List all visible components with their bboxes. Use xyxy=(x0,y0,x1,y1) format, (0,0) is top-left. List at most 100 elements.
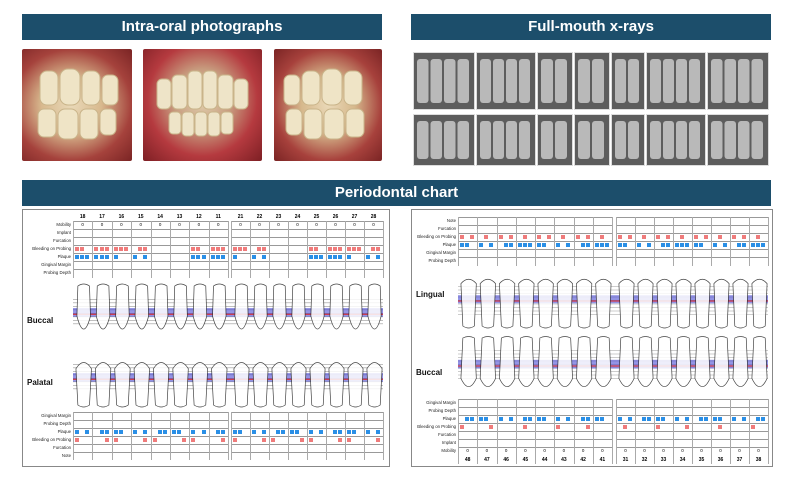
chart-marker xyxy=(661,243,665,247)
grid-col xyxy=(592,399,594,464)
grid-col xyxy=(345,412,346,460)
chart-marker xyxy=(75,247,79,251)
chart-marker xyxy=(220,247,225,251)
mobility-value: 0 xyxy=(524,448,527,453)
chart-marker xyxy=(300,438,304,442)
grid-col xyxy=(616,399,617,464)
chart-marker xyxy=(647,417,651,421)
chart-marker xyxy=(685,417,689,421)
grid-col xyxy=(364,412,365,460)
chart-marker xyxy=(522,425,527,429)
chart-marker xyxy=(233,430,237,434)
mobility-value: 0 xyxy=(504,448,508,453)
mobility-value: 0 xyxy=(700,448,703,453)
grid-col xyxy=(307,221,308,278)
chart-marker xyxy=(556,243,561,247)
chart-marker xyxy=(666,235,670,239)
chart-marker xyxy=(465,243,470,247)
chart-marker xyxy=(352,247,356,251)
mobility-value: 0 xyxy=(738,448,741,453)
tooth-number: 28 xyxy=(370,214,377,220)
chart-marker xyxy=(618,417,622,421)
chart-marker xyxy=(680,235,684,239)
tooth-number: 36 xyxy=(717,457,724,463)
tooth-number: 33 xyxy=(660,457,667,463)
chart-marker xyxy=(732,417,736,421)
tooth-diagram xyxy=(73,347,383,409)
grid-col xyxy=(228,221,229,278)
chart-marker xyxy=(143,438,148,442)
grid-col xyxy=(654,217,655,266)
chart-marker xyxy=(333,430,337,434)
xray-image xyxy=(574,114,610,166)
chart-marker xyxy=(191,438,196,442)
row-label: Mobility xyxy=(441,448,456,453)
chart-marker xyxy=(295,430,299,434)
chart-marker xyxy=(732,235,736,239)
chart-marker xyxy=(271,438,275,442)
chart-marker xyxy=(338,255,342,259)
chart-marker xyxy=(628,235,632,239)
chart-marker xyxy=(656,425,660,429)
chart-marker xyxy=(376,255,380,259)
chart-marker xyxy=(319,430,323,434)
grid-col xyxy=(612,399,613,464)
chart-marker xyxy=(761,243,765,247)
grid-col xyxy=(612,217,613,266)
grid-col xyxy=(515,217,517,266)
chart-marker xyxy=(319,255,323,259)
tooth-number: 23 xyxy=(275,214,282,220)
chart-marker xyxy=(694,243,698,247)
row-label: Plaque xyxy=(442,416,456,421)
tooth-number: 37 xyxy=(736,457,743,463)
chart-marker xyxy=(347,438,351,442)
chart-marker xyxy=(262,247,266,251)
tooth-number: 22 xyxy=(256,214,263,220)
tooth-number: 18 xyxy=(79,214,86,220)
chart-marker xyxy=(594,417,599,421)
grid-col xyxy=(73,412,74,460)
tooth-number: 15 xyxy=(138,214,144,220)
tooth-number: 43 xyxy=(561,457,567,463)
tooth-number: 11 xyxy=(215,214,221,220)
tooth-number: 16 xyxy=(118,214,125,220)
buccal-label: Buccal xyxy=(416,368,443,377)
xray-image xyxy=(611,52,645,110)
chart-marker xyxy=(585,417,590,421)
chart-marker xyxy=(723,243,727,247)
row-label: Plaque xyxy=(57,254,71,259)
chart-marker xyxy=(215,255,220,259)
chart-marker xyxy=(460,235,464,239)
row-label: Probing Depth xyxy=(428,258,456,263)
grid-col xyxy=(515,399,517,464)
chart-marker xyxy=(276,430,280,434)
mobility-value: 0 xyxy=(662,448,665,453)
tooth-number: 25 xyxy=(313,214,320,220)
xray-image xyxy=(537,114,573,166)
chart-marker xyxy=(742,417,746,421)
row-label: Probing Depth xyxy=(43,270,71,275)
teeth-illustration xyxy=(283,68,365,140)
grid-col xyxy=(711,217,712,266)
chart-marker xyxy=(191,247,196,251)
tooth-number: 44 xyxy=(541,457,548,463)
grid-col xyxy=(364,221,365,278)
chart-marker xyxy=(618,235,622,239)
chart-marker xyxy=(465,417,470,421)
chart-marker xyxy=(281,430,285,434)
chart-marker xyxy=(623,425,627,429)
chart-marker xyxy=(580,417,585,421)
chart-marker xyxy=(376,438,380,442)
chart-marker xyxy=(201,255,206,259)
grid-col xyxy=(111,221,113,278)
grid-col xyxy=(692,399,693,464)
grid-col xyxy=(169,221,171,278)
chart-marker xyxy=(215,430,220,434)
row-label: Furcation xyxy=(53,445,71,450)
row-label: Plaque xyxy=(57,429,71,434)
chart-marker xyxy=(508,243,513,247)
mobility-value: 0 xyxy=(681,448,684,453)
chart-marker xyxy=(338,247,342,251)
chart-marker xyxy=(243,247,247,251)
chart-marker xyxy=(99,247,104,251)
